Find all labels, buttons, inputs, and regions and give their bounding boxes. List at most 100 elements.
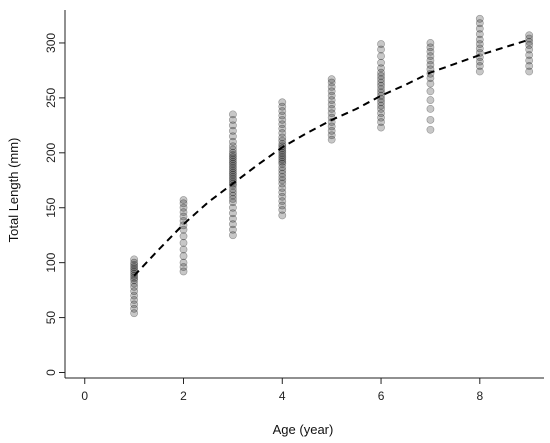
data-point (179, 196, 188, 204)
data-point (278, 197, 287, 206)
data-point (228, 191, 237, 200)
data-point (525, 56, 534, 65)
data-point (327, 96, 336, 104)
data-point (228, 231, 237, 240)
data-point (278, 192, 287, 201)
data-point (278, 102, 287, 111)
y-tick-label: 150 (44, 197, 58, 217)
data-point (278, 151, 287, 159)
data-point (228, 173, 237, 181)
data-point (327, 126, 336, 135)
data-point (278, 184, 287, 192)
data-point (426, 61, 435, 69)
data-point (377, 64, 385, 73)
data-point (525, 41, 534, 50)
data-point (475, 62, 484, 70)
data-point (179, 238, 188, 247)
data-point (228, 155, 237, 164)
data-point (179, 263, 188, 271)
data-point (278, 159, 287, 168)
y-tick-label: 250 (44, 88, 58, 108)
data-point (377, 123, 385, 132)
data-point (278, 176, 287, 185)
data-point (179, 267, 188, 276)
data-point (278, 115, 287, 124)
data-point (130, 309, 139, 318)
data-point (228, 166, 237, 175)
data-point (179, 245, 188, 254)
data-point (278, 124, 287, 133)
x-tick-label: 8 (476, 389, 483, 403)
data-point (228, 203, 237, 212)
data-point (179, 212, 188, 221)
data-point (130, 263, 139, 271)
data-point (278, 163, 287, 171)
x-tick-label: 0 (81, 389, 88, 403)
data-point (525, 31, 534, 40)
data-point (525, 34, 534, 43)
fitted-curve (133, 38, 530, 277)
data-point (377, 52, 385, 61)
data-points (130, 14, 534, 318)
data-point (475, 30, 484, 39)
data-point (426, 74, 435, 83)
data-point (130, 276, 139, 285)
data-point (525, 45, 534, 54)
data-point (426, 96, 435, 104)
data-point (278, 107, 287, 115)
data-point (327, 135, 336, 144)
data-point (228, 151, 237, 159)
x-tick-label: 4 (279, 389, 286, 403)
data-point (426, 52, 435, 61)
data-point (278, 211, 287, 220)
data-point (426, 87, 435, 96)
data-point (278, 120, 287, 129)
data-point (475, 67, 484, 76)
data-point (228, 148, 237, 157)
data-point (179, 252, 188, 260)
data-point (475, 40, 484, 48)
data-point (228, 162, 237, 170)
data-point (228, 115, 237, 124)
y-axis-label: Total Length (mm) (6, 138, 21, 243)
data-point (278, 188, 287, 197)
data-point (426, 47, 435, 56)
data-point (278, 133, 287, 142)
data-point (228, 220, 237, 229)
data-point (327, 91, 336, 100)
data-point (179, 232, 188, 241)
y-tick-label: 100 (44, 252, 58, 272)
data-point (228, 198, 237, 207)
data-point (327, 82, 336, 91)
data-point (228, 209, 237, 218)
data-point (426, 115, 435, 124)
plot-frame (64, 10, 544, 379)
data-point (179, 208, 188, 217)
data-point (228, 142, 237, 151)
data-point (179, 203, 188, 212)
data-point (377, 58, 385, 67)
data-point (228, 170, 237, 179)
data-point (426, 104, 435, 113)
data-point (228, 126, 237, 135)
data-point (278, 129, 287, 137)
data-point (278, 157, 287, 166)
data-point (377, 88, 385, 97)
data-point (228, 121, 237, 130)
data-point (377, 68, 385, 77)
data-point (130, 260, 139, 269)
data-point (525, 67, 534, 76)
data-point (475, 19, 484, 28)
data-point (130, 304, 139, 313)
data-point (426, 39, 435, 47)
data-point (228, 195, 237, 203)
data-point (278, 169, 287, 178)
x-axis-ticks: 0 2 4 6 8 (81, 378, 483, 403)
data-point (278, 206, 287, 214)
data-point (377, 45, 385, 54)
data-point (377, 85, 385, 93)
data-point (377, 113, 385, 122)
data-point (377, 75, 385, 84)
data-point (228, 159, 237, 168)
data-point (130, 300, 139, 309)
